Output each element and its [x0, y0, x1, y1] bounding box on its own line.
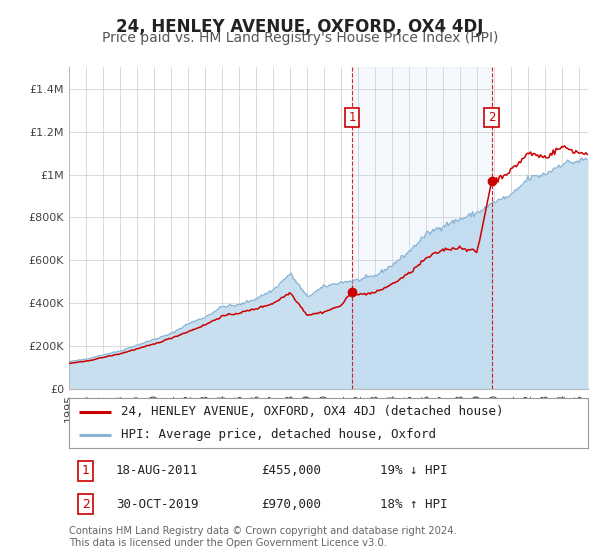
- Text: 1: 1: [82, 464, 89, 477]
- Text: 18-AUG-2011: 18-AUG-2011: [116, 464, 198, 477]
- Text: Price paid vs. HM Land Registry's House Price Index (HPI): Price paid vs. HM Land Registry's House …: [102, 31, 498, 45]
- Text: 2: 2: [488, 111, 495, 124]
- Text: 18% ↑ HPI: 18% ↑ HPI: [380, 498, 448, 511]
- Text: 24, HENLEY AVENUE, OXFORD, OX4 4DJ: 24, HENLEY AVENUE, OXFORD, OX4 4DJ: [116, 18, 484, 36]
- Text: 19% ↓ HPI: 19% ↓ HPI: [380, 464, 448, 477]
- Text: Contains HM Land Registry data © Crown copyright and database right 2024.
This d: Contains HM Land Registry data © Crown c…: [69, 526, 457, 548]
- Text: 24, HENLEY AVENUE, OXFORD, OX4 4DJ (detached house): 24, HENLEY AVENUE, OXFORD, OX4 4DJ (deta…: [121, 405, 503, 418]
- Text: HPI: Average price, detached house, Oxford: HPI: Average price, detached house, Oxfo…: [121, 428, 436, 441]
- Text: 2: 2: [82, 498, 89, 511]
- Text: £455,000: £455,000: [261, 464, 321, 477]
- Text: £970,000: £970,000: [261, 498, 321, 511]
- Text: 1: 1: [348, 111, 356, 124]
- Bar: [352, 67, 491, 389]
- Text: 30-OCT-2019: 30-OCT-2019: [116, 498, 198, 511]
